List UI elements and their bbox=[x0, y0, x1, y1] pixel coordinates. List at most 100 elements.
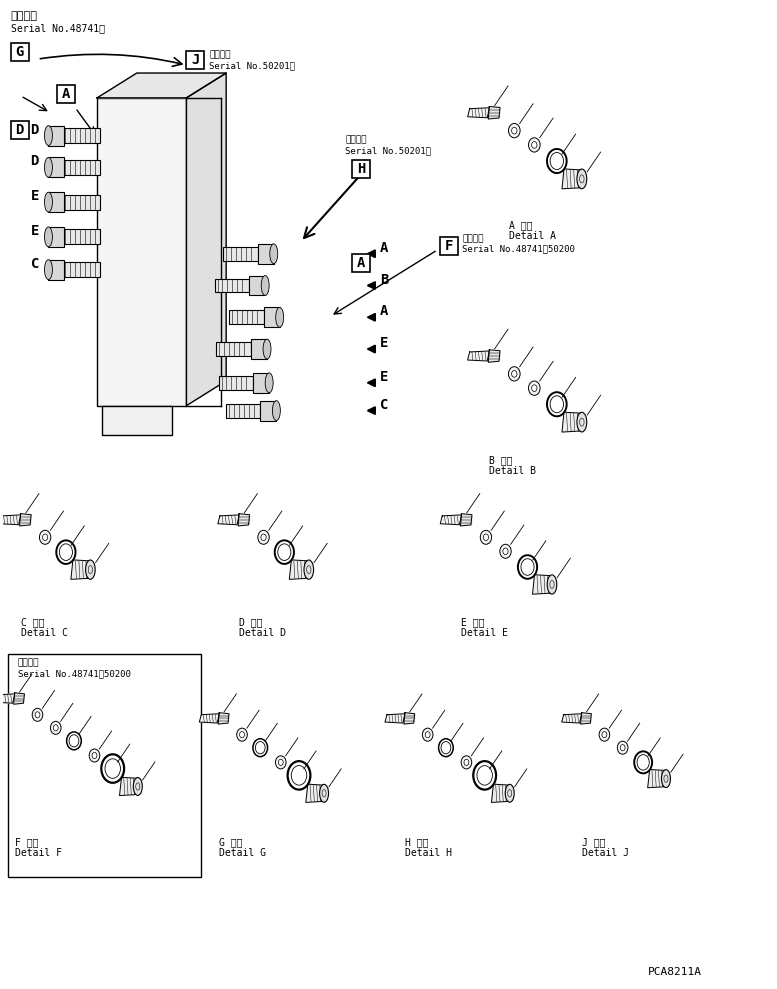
Ellipse shape bbox=[276, 308, 284, 327]
Text: J: J bbox=[191, 53, 200, 67]
Ellipse shape bbox=[618, 741, 628, 755]
Polygon shape bbox=[306, 784, 324, 802]
Ellipse shape bbox=[44, 192, 52, 212]
Text: E: E bbox=[30, 224, 39, 238]
Ellipse shape bbox=[304, 560, 314, 580]
Text: Detail J: Detail J bbox=[582, 849, 629, 858]
Ellipse shape bbox=[44, 260, 52, 280]
Text: E: E bbox=[30, 189, 39, 203]
Text: 適用号機: 適用号機 bbox=[462, 233, 484, 243]
Text: PCA8211A: PCA8211A bbox=[648, 966, 702, 976]
Ellipse shape bbox=[270, 244, 277, 264]
Bar bbox=[263, 308, 280, 327]
Polygon shape bbox=[562, 412, 582, 432]
Bar bbox=[102, 405, 172, 435]
Text: Detail C: Detail C bbox=[21, 628, 68, 638]
Ellipse shape bbox=[528, 381, 540, 396]
Text: G 詳細: G 詳細 bbox=[219, 838, 242, 848]
Ellipse shape bbox=[483, 534, 489, 541]
Text: B: B bbox=[380, 273, 388, 287]
Text: A: A bbox=[357, 256, 365, 270]
Text: D: D bbox=[16, 123, 24, 136]
Text: C: C bbox=[30, 257, 39, 271]
Ellipse shape bbox=[319, 784, 329, 802]
Ellipse shape bbox=[511, 371, 517, 377]
Ellipse shape bbox=[265, 373, 274, 393]
Text: Detail D: Detail D bbox=[239, 628, 286, 638]
Ellipse shape bbox=[528, 137, 540, 152]
Polygon shape bbox=[186, 73, 226, 405]
Bar bbox=[11, 44, 29, 61]
Ellipse shape bbox=[661, 769, 671, 787]
Ellipse shape bbox=[54, 725, 58, 731]
Ellipse shape bbox=[237, 728, 247, 741]
Ellipse shape bbox=[44, 126, 52, 145]
Text: 適用号機: 適用号機 bbox=[345, 135, 367, 144]
Ellipse shape bbox=[263, 339, 271, 359]
Polygon shape bbox=[71, 560, 90, 580]
Ellipse shape bbox=[239, 732, 245, 738]
Polygon shape bbox=[532, 575, 552, 594]
Polygon shape bbox=[385, 714, 405, 723]
Bar bbox=[260, 401, 277, 420]
Ellipse shape bbox=[273, 401, 280, 420]
Polygon shape bbox=[218, 515, 239, 525]
Text: E 詳細: E 詳細 bbox=[462, 617, 485, 627]
Bar bbox=[97, 98, 186, 405]
Text: F: F bbox=[444, 238, 453, 253]
Polygon shape bbox=[468, 351, 490, 361]
Bar bbox=[57, 85, 75, 103]
Text: E: E bbox=[380, 370, 388, 384]
Bar bbox=[249, 276, 265, 296]
Ellipse shape bbox=[44, 157, 52, 177]
Polygon shape bbox=[492, 784, 510, 802]
Text: Detail A: Detail A bbox=[509, 230, 556, 241]
Ellipse shape bbox=[511, 128, 517, 134]
Bar bbox=[62, 195, 100, 210]
Text: A 詳細: A 詳細 bbox=[509, 220, 532, 230]
Polygon shape bbox=[468, 108, 490, 118]
Text: B 詳細: B 詳細 bbox=[490, 455, 513, 465]
Polygon shape bbox=[441, 515, 462, 525]
Text: 適用号機: 適用号機 bbox=[18, 659, 39, 668]
Text: Detail E: Detail E bbox=[462, 628, 508, 638]
Text: C 詳細: C 詳細 bbox=[21, 617, 44, 627]
Bar bbox=[214, 279, 249, 293]
Bar bbox=[352, 254, 370, 272]
Ellipse shape bbox=[602, 732, 607, 738]
Bar bbox=[440, 236, 458, 255]
Polygon shape bbox=[200, 714, 219, 723]
Ellipse shape bbox=[276, 756, 286, 768]
Text: A: A bbox=[62, 87, 71, 101]
Polygon shape bbox=[488, 350, 500, 362]
Text: H 詳細: H 詳細 bbox=[405, 838, 428, 848]
Ellipse shape bbox=[44, 226, 52, 247]
Ellipse shape bbox=[508, 367, 520, 381]
Bar bbox=[48, 192, 64, 212]
Ellipse shape bbox=[261, 534, 267, 541]
Polygon shape bbox=[461, 513, 472, 526]
Text: Detail G: Detail G bbox=[219, 849, 267, 858]
Ellipse shape bbox=[40, 530, 51, 544]
Ellipse shape bbox=[505, 784, 514, 802]
Bar bbox=[352, 160, 370, 178]
Bar bbox=[8, 654, 201, 877]
Text: D 詳細: D 詳細 bbox=[239, 617, 263, 627]
Polygon shape bbox=[562, 714, 582, 723]
Bar bbox=[223, 247, 258, 261]
Text: Detail F: Detail F bbox=[15, 849, 61, 858]
Ellipse shape bbox=[92, 753, 97, 759]
Ellipse shape bbox=[85, 560, 95, 580]
Ellipse shape bbox=[503, 548, 508, 555]
Text: Serial No.48741～50200: Serial No.48741～50200 bbox=[462, 245, 575, 254]
Polygon shape bbox=[562, 169, 582, 189]
Ellipse shape bbox=[278, 760, 283, 765]
Bar bbox=[48, 226, 64, 247]
Ellipse shape bbox=[577, 412, 587, 432]
Text: C: C bbox=[380, 398, 388, 411]
Ellipse shape bbox=[51, 721, 61, 735]
Bar bbox=[48, 157, 64, 177]
Bar bbox=[253, 373, 269, 393]
Ellipse shape bbox=[620, 745, 625, 751]
Polygon shape bbox=[404, 713, 415, 724]
